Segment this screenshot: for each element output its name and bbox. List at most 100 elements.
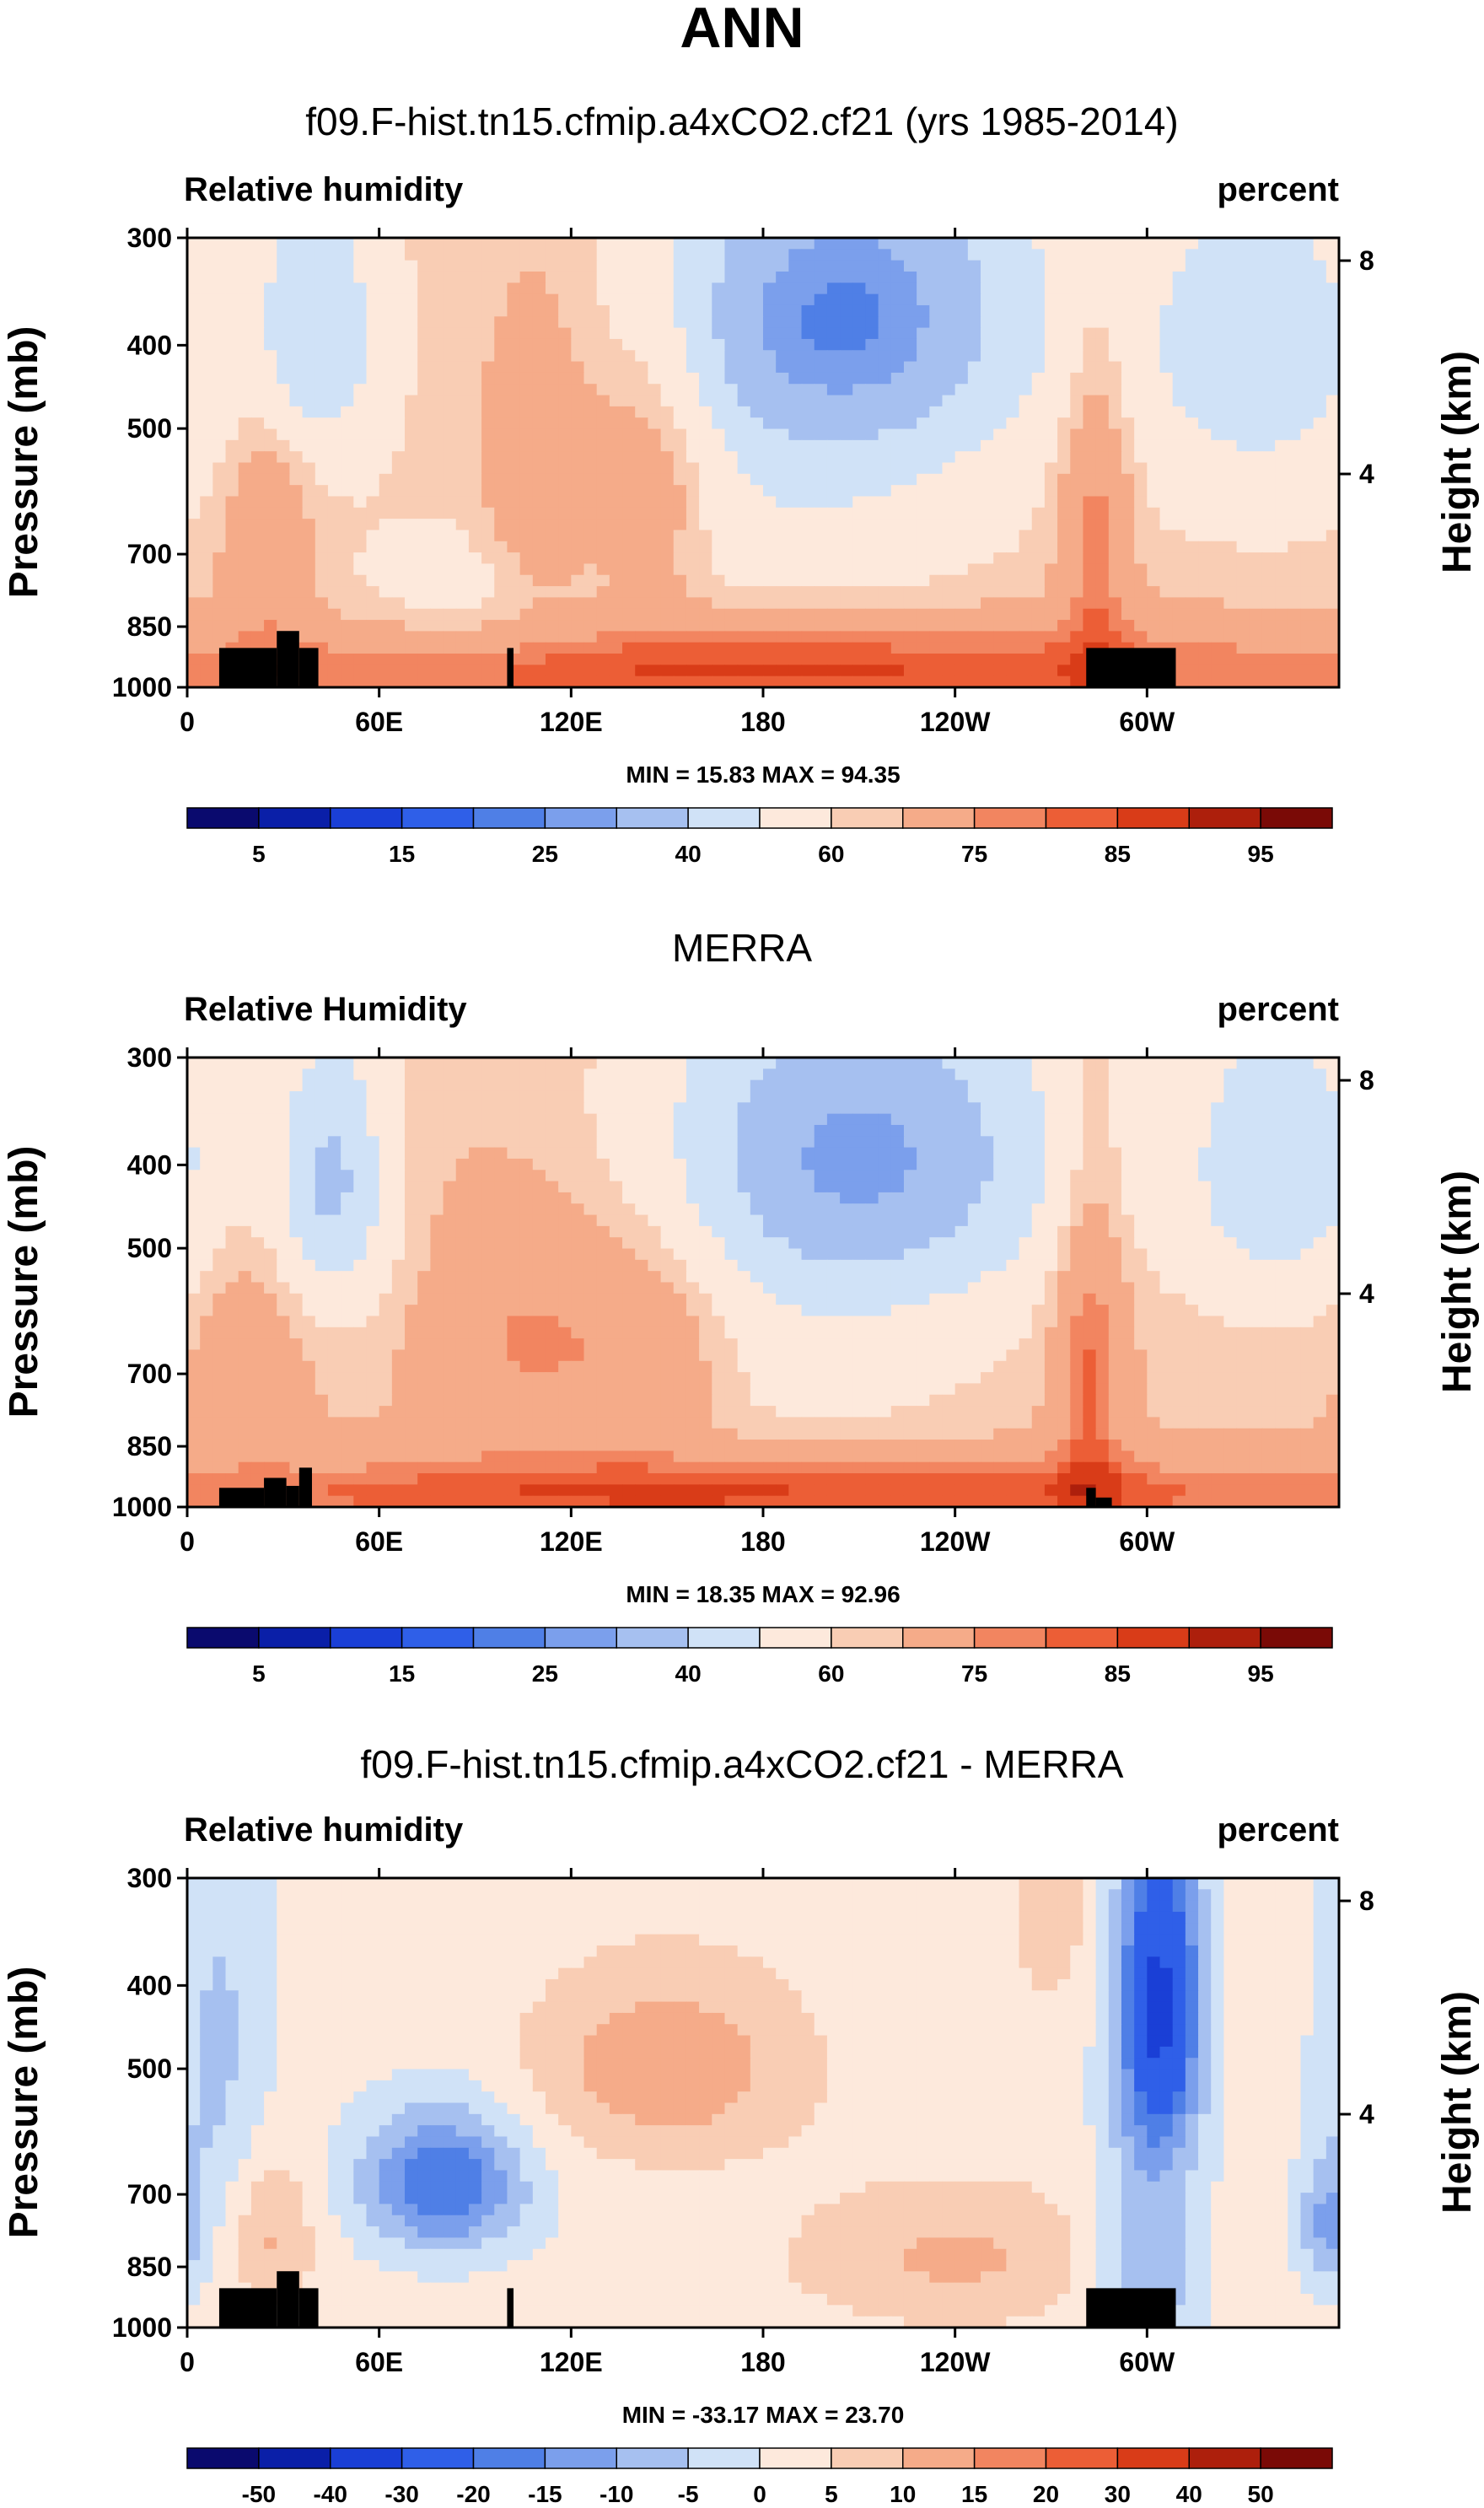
contour-cell bbox=[468, 1068, 482, 1081]
contour-cell bbox=[558, 1192, 572, 1204]
contour-cell bbox=[1261, 395, 1276, 407]
contour-cell bbox=[801, 1158, 815, 1171]
contour-cell bbox=[1211, 507, 1224, 519]
contour-cell bbox=[405, 1058, 418, 1069]
contour-cell bbox=[1031, 338, 1046, 351]
contour-cell bbox=[1223, 304, 1238, 317]
contour-cell bbox=[405, 1181, 418, 1193]
contour-cell bbox=[622, 485, 636, 498]
contour-cell bbox=[622, 417, 636, 430]
contour-cell bbox=[225, 451, 239, 464]
contour-cell bbox=[532, 530, 546, 542]
contour-cell bbox=[315, 1124, 329, 1137]
contour-cell bbox=[699, 631, 712, 643]
contour-cell bbox=[532, 1203, 546, 1216]
contour-cell bbox=[1057, 283, 1071, 295]
contour-cell bbox=[865, 530, 879, 542]
contour-cell bbox=[1070, 1124, 1084, 1137]
contour-cell bbox=[1006, 530, 1020, 542]
contour-cell bbox=[878, 283, 892, 295]
contour-cell bbox=[635, 428, 648, 441]
contour-cell bbox=[1031, 1068, 1046, 1081]
contour-cell bbox=[302, 361, 316, 374]
contour-cell bbox=[609, 238, 623, 250]
contour-cell bbox=[596, 631, 610, 643]
contour-cell bbox=[315, 417, 329, 430]
contour-cell bbox=[981, 541, 994, 553]
contour-cell bbox=[878, 260, 892, 272]
contour-cell bbox=[1172, 1192, 1186, 1204]
contour-cell bbox=[238, 1136, 252, 1149]
contour-cell bbox=[776, 372, 789, 385]
contour-cell bbox=[609, 451, 623, 464]
contour-cell bbox=[277, 1158, 291, 1171]
contour-cell bbox=[250, 439, 265, 452]
contour-cell bbox=[1185, 665, 1199, 677]
contour-cell bbox=[981, 304, 994, 317]
contour-cell bbox=[1095, 238, 1110, 250]
contour-cell bbox=[494, 384, 508, 396]
contour-cell bbox=[443, 361, 457, 374]
contour-cell bbox=[481, 631, 495, 643]
contour-cell bbox=[1057, 1158, 1071, 1171]
contour-cell bbox=[1057, 608, 1071, 621]
contour-cell bbox=[1019, 496, 1033, 509]
contour-cell bbox=[878, 608, 892, 621]
contour-cell bbox=[583, 563, 598, 576]
contour-cell bbox=[622, 620, 636, 632]
contour-cell bbox=[826, 1170, 841, 1182]
contour-cell bbox=[289, 304, 304, 317]
contour-cell bbox=[1147, 260, 1161, 272]
contour-cell bbox=[200, 1214, 213, 1227]
contour-cell bbox=[1121, 631, 1135, 643]
contour-cell bbox=[865, 586, 879, 598]
contour-cell bbox=[826, 1058, 841, 1069]
contour-cell bbox=[622, 1192, 636, 1204]
contour-cell bbox=[917, 1170, 930, 1182]
contour-cell bbox=[865, 462, 879, 475]
contour-cell bbox=[699, 1147, 712, 1160]
contour-cell bbox=[571, 665, 585, 677]
contour-cell bbox=[660, 654, 675, 665]
contour-cell bbox=[430, 361, 444, 374]
contour-cell bbox=[826, 439, 841, 452]
contour-cell bbox=[315, 395, 329, 407]
contour-cell bbox=[1300, 384, 1315, 396]
contour-cell bbox=[596, 283, 610, 295]
contour-cell bbox=[430, 563, 444, 576]
contour-cell bbox=[327, 338, 341, 351]
contour-cell bbox=[1070, 462, 1084, 475]
contour-cell bbox=[1006, 620, 1020, 632]
contour-cell bbox=[1261, 654, 1276, 665]
contour-cell bbox=[840, 238, 853, 250]
contour-cell bbox=[788, 249, 803, 261]
contour-cell bbox=[417, 283, 431, 295]
contour-cell bbox=[967, 1170, 981, 1182]
contour-cell bbox=[596, 1068, 610, 1081]
contour-cell bbox=[788, 439, 803, 452]
contour-cell bbox=[1249, 384, 1263, 396]
contour-cell bbox=[558, 1113, 572, 1126]
contour-cell bbox=[200, 271, 213, 283]
contour-cell bbox=[327, 1192, 341, 1204]
contour-cell bbox=[1083, 473, 1097, 486]
contour-cell bbox=[788, 384, 803, 396]
contour-cell bbox=[981, 1124, 994, 1137]
contour-cell bbox=[801, 271, 815, 283]
contour-cell bbox=[519, 439, 534, 452]
contour-cell bbox=[865, 238, 879, 250]
contour-cell bbox=[1211, 1147, 1224, 1160]
contour-cell bbox=[942, 238, 956, 250]
contour-cell bbox=[852, 597, 867, 610]
contour-cell bbox=[379, 665, 393, 677]
contour-cell bbox=[430, 462, 444, 475]
contour-cell bbox=[200, 372, 213, 385]
contour-cell bbox=[1083, 519, 1097, 531]
contour-cell bbox=[699, 620, 712, 632]
contour-cell bbox=[609, 462, 623, 475]
contour-cell bbox=[212, 1079, 227, 1092]
contour-cell bbox=[673, 519, 687, 531]
contour-cell bbox=[1211, 1181, 1224, 1193]
contour-cell bbox=[315, 473, 329, 486]
contour-cell bbox=[507, 283, 521, 295]
